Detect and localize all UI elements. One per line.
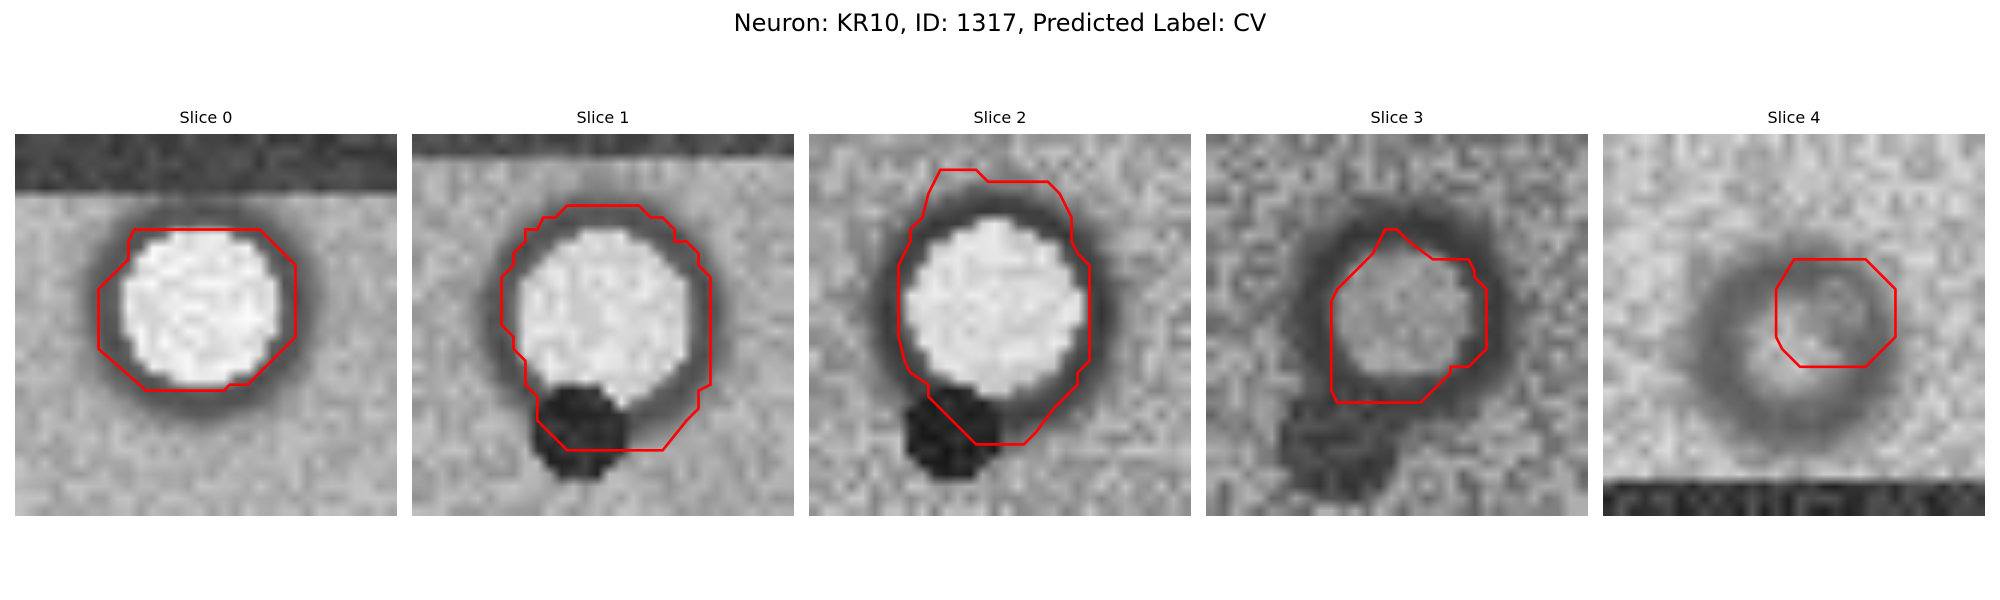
contour-polygon-1 xyxy=(500,204,712,452)
slice-image-3 xyxy=(1206,134,1588,516)
contour-polygon-4 xyxy=(1774,258,1897,369)
contour-overlay-3 xyxy=(1330,228,1488,404)
contour-polygon-3 xyxy=(1330,228,1488,404)
contour-polygon-0 xyxy=(97,228,297,392)
slice-panel-2: Slice 2 xyxy=(809,108,1191,516)
slice-title-3: Slice 3 xyxy=(1370,108,1424,127)
contour-overlay-4 xyxy=(1774,258,1897,369)
slice-image-4 xyxy=(1603,134,1985,516)
slice-title-0: Slice 0 xyxy=(179,108,233,127)
contour-polygon-2 xyxy=(897,168,1091,446)
slice-panel-0: Slice 0 xyxy=(15,108,397,516)
slice-title-1: Slice 1 xyxy=(576,108,630,127)
slice-image-0 xyxy=(15,134,397,516)
contour-overlay-2 xyxy=(897,168,1091,446)
slice-title-2: Slice 2 xyxy=(973,108,1027,127)
slice-title-4: Slice 4 xyxy=(1767,108,1821,127)
contour-overlay-1 xyxy=(500,204,712,452)
slice-panel-1: Slice 1 xyxy=(412,108,794,516)
slice-panel-3: Slice 3 xyxy=(1206,108,1588,516)
slice-panel-4: Slice 4 xyxy=(1603,108,1985,516)
contour-overlay-0 xyxy=(97,228,297,392)
slice-image-1 xyxy=(412,134,794,516)
slice-image-2 xyxy=(809,134,1191,516)
figure-title: Neuron: KR10, ID: 1317, Predicted Label:… xyxy=(733,9,1267,37)
